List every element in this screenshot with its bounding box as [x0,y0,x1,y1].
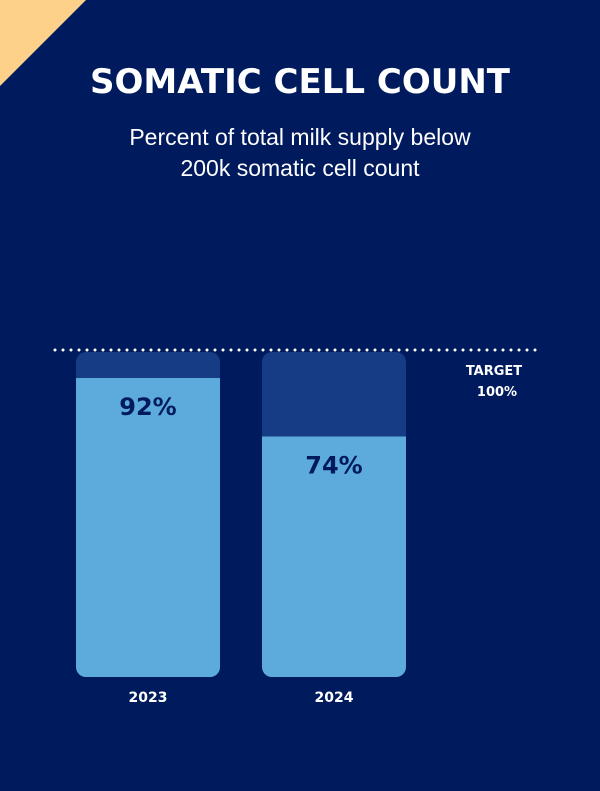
bar-2024 [262,436,406,677]
data-label-2023: 92% [119,393,176,421]
tick-label-2023: 2023 [129,690,168,706]
tick-label-2024: 2024 [315,690,354,706]
chart-subtitle: Percent of total milk supply below 200k … [60,122,540,184]
corner-accent [0,0,86,86]
target-label: TARGET [466,364,522,379]
data-label-2024: 74% [305,452,362,480]
subtitle-line-1: Percent of total milk supply below [129,124,471,150]
target-value-label: 100% [477,385,517,400]
chart-title: SOMATIC CELL COUNT [90,62,510,102]
subtitle-line-2: 200k somatic cell count [180,155,420,181]
bar-2023 [76,378,220,677]
